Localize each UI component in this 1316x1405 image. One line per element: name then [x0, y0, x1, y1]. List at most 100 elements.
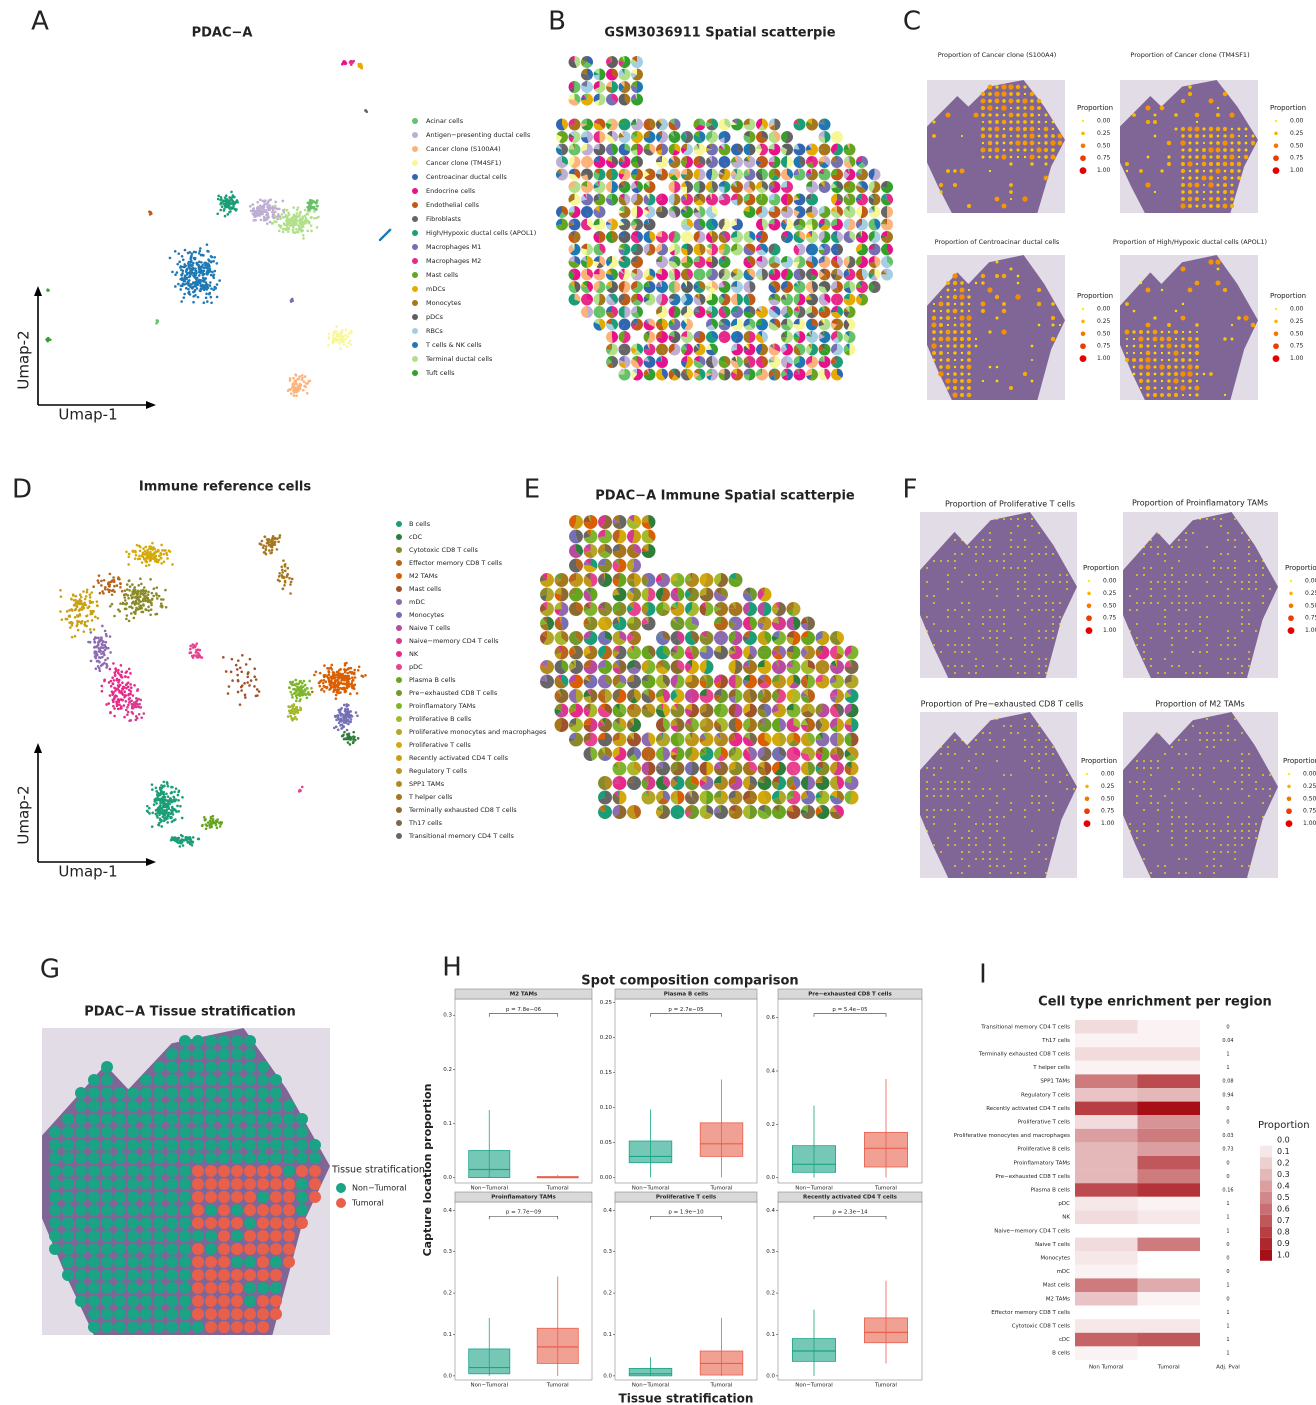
- panel-label: A: [31, 7, 49, 37]
- umap-cell: [93, 652, 96, 655]
- umap-cell: [202, 280, 205, 283]
- umap-cell: [148, 564, 151, 567]
- legend-key: [412, 370, 418, 376]
- legend-key: [412, 202, 418, 208]
- umap-cell: [251, 203, 254, 206]
- umap-cell: [343, 704, 346, 707]
- umap-cell: [338, 721, 341, 724]
- umap-cell: [130, 703, 133, 706]
- umap-cell: [172, 799, 175, 802]
- umap-cell: [95, 655, 98, 658]
- legend-label: T helper cells: [408, 793, 453, 801]
- umap-cell: [159, 806, 162, 809]
- umap-cell: [342, 335, 345, 338]
- umap-cell: [112, 683, 115, 686]
- umap-cell: [129, 683, 132, 686]
- umap-cell: [304, 215, 307, 218]
- umap-cell: [151, 542, 154, 545]
- umap-cell: [189, 836, 192, 839]
- umap-cell: [133, 617, 136, 620]
- umap-cell: [127, 676, 130, 679]
- umap-cell: [342, 683, 345, 686]
- umap-cell: [127, 704, 130, 707]
- umap-cell: [82, 630, 85, 633]
- umap-cell: [113, 715, 116, 718]
- umap-cell: [140, 706, 143, 709]
- umap-cell: [128, 697, 131, 700]
- umap-cell: [309, 380, 312, 383]
- umap-cell: [292, 377, 295, 380]
- legend-label: Terminally exhausted CD8 T cells: [408, 806, 517, 814]
- umap-cell: [240, 689, 243, 692]
- umap-cell: [47, 339, 50, 342]
- umap-cell: [209, 281, 212, 284]
- umap-cell: [181, 796, 184, 799]
- umap-cell: [278, 580, 281, 583]
- umap-cell: [218, 279, 221, 282]
- umap-cell: [344, 712, 347, 715]
- umap-cell: [340, 339, 343, 342]
- legend-key: [412, 328, 418, 334]
- umap-cell: [343, 679, 346, 682]
- umap-cell: [95, 646, 98, 649]
- umap-cell: [224, 206, 227, 209]
- umap-cell: [95, 637, 98, 640]
- umap-cell: [194, 645, 197, 648]
- umap-cell: [339, 331, 342, 334]
- umap-cell: [132, 593, 135, 596]
- umap-cell: [176, 263, 179, 266]
- umap-cell: [118, 578, 121, 581]
- panel-label: C: [903, 7, 921, 37]
- umap-cell: [77, 621, 80, 624]
- umap-cell: [112, 576, 115, 579]
- umap-cell: [306, 697, 309, 700]
- umap-cell: [252, 208, 255, 211]
- umap-cell: [276, 208, 279, 211]
- umap-cell: [143, 586, 146, 589]
- umap-cell: [89, 613, 92, 616]
- umap-cell: [87, 641, 90, 644]
- umap-cell: [92, 585, 95, 588]
- umap-cell: [195, 649, 198, 652]
- umap-cell: [109, 573, 112, 576]
- umap-cell: [265, 209, 268, 212]
- umap-cell: [286, 574, 289, 577]
- umap-cell: [130, 612, 133, 615]
- umap-cell: [85, 615, 88, 618]
- umap-cell: [190, 255, 193, 258]
- umap-cell: [289, 592, 292, 595]
- umap-cell: [97, 642, 100, 645]
- legend-label: High/Hypoxic ductal cells (APOL1): [426, 229, 536, 237]
- legend-key: [396, 716, 402, 722]
- umap-cell: [133, 701, 136, 704]
- umap-cell: [165, 817, 168, 820]
- legend-key: [412, 244, 418, 250]
- umap-cell: [90, 660, 93, 663]
- umap-cell: [306, 230, 309, 233]
- umap-cell: [47, 289, 50, 292]
- umap-cell: [146, 805, 149, 808]
- umap-cell: [112, 692, 115, 695]
- umap-cell: [97, 647, 100, 650]
- umap-cell: [276, 548, 279, 551]
- umap-cell: [339, 719, 342, 722]
- umap-cell: [164, 796, 167, 799]
- umap-cell: [302, 685, 305, 688]
- umap-cell: [294, 679, 297, 682]
- umap-cell: [164, 814, 167, 817]
- umap-cell: [345, 690, 348, 693]
- umap-cell: [101, 644, 104, 647]
- umap-cell: [291, 712, 294, 715]
- umap-cell: [298, 228, 301, 231]
- umap-cell: [105, 641, 108, 644]
- umap-cell: [177, 794, 180, 797]
- legend-key: [396, 690, 402, 696]
- umap-cell: [136, 689, 139, 692]
- umap-cell: [300, 708, 303, 711]
- umap-cell: [183, 293, 186, 296]
- umap-cell: [184, 249, 187, 252]
- umap-cell: [140, 716, 143, 719]
- umap-cell: [174, 818, 177, 821]
- umap-cell: [166, 781, 169, 784]
- umap-cell: [295, 682, 298, 685]
